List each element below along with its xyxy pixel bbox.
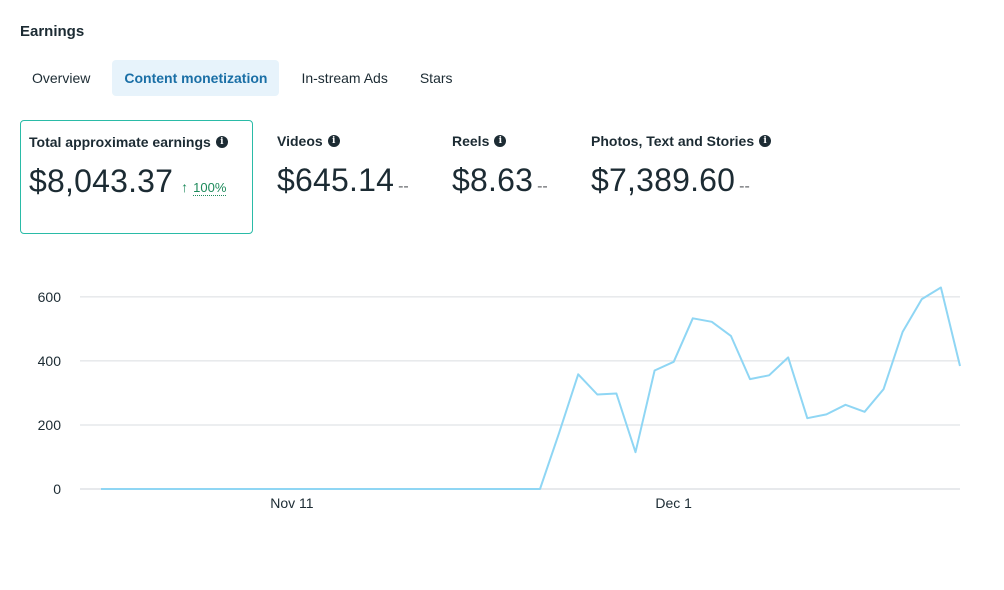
- metric-card-total[interactable]: Total approximate earnings i $8,043.37 ↑…: [20, 120, 253, 234]
- metric-change-placeholder: --: [537, 178, 548, 195]
- metric-value-reels: $8.63: [452, 162, 534, 198]
- data-point: [785, 354, 791, 360]
- arrow-up-icon: ↑: [181, 179, 189, 195]
- metric-value-videos: $645.14: [277, 162, 395, 198]
- metric-card-videos[interactable]: Videos i $645.14 --: [277, 120, 409, 234]
- trend-indicator: ↑ 100%: [181, 179, 227, 196]
- data-point: [213, 486, 219, 492]
- data-point: [766, 372, 772, 378]
- data-point: [232, 486, 238, 492]
- data-point: [499, 486, 505, 492]
- metric-value-total: $8,043.37: [29, 163, 174, 199]
- data-point: [251, 486, 257, 492]
- trend-percent[interactable]: 100%: [193, 180, 227, 196]
- data-point: [862, 409, 868, 415]
- data-point: [193, 486, 199, 492]
- metric-label-reels-text: Reels: [452, 133, 490, 149]
- data-point: [270, 486, 276, 492]
- data-point: [98, 486, 104, 492]
- metric-row-reels: $8.63 --: [452, 162, 548, 199]
- data-point: [346, 486, 352, 492]
- data-point: [919, 296, 925, 302]
- data-point: [117, 486, 123, 492]
- data-point: [384, 486, 390, 492]
- data-point: [632, 449, 638, 455]
- data-point: [690, 315, 696, 321]
- data-point: [537, 486, 543, 492]
- y-tick-label-200: 200: [38, 417, 62, 433]
- metric-label-photos: Photos, Text and Stories i: [591, 132, 772, 150]
- info-icon[interactable]: i: [759, 135, 772, 147]
- data-point: [365, 486, 371, 492]
- metric-change-placeholder: --: [398, 178, 409, 195]
- y-tick-label-600: 600: [38, 289, 62, 305]
- data-point: [938, 285, 944, 291]
- metric-row-photos: $7,389.60 --: [591, 162, 771, 199]
- tab-bar: Overview Content monetization In-stream …: [20, 60, 469, 96]
- data-point: [461, 486, 467, 492]
- metric-label-reels: Reels i: [452, 132, 548, 150]
- info-icon[interactable]: i: [215, 136, 228, 148]
- data-point: [613, 391, 619, 397]
- data-point: [174, 486, 180, 492]
- data-point: [823, 411, 829, 417]
- data-point: [556, 430, 562, 436]
- info-icon[interactable]: i: [494, 135, 507, 147]
- data-point: [403, 486, 409, 492]
- data-point: [518, 486, 524, 492]
- data-point: [442, 486, 448, 492]
- data-point: [804, 415, 810, 421]
- data-point: [709, 319, 715, 325]
- metric-card-reels[interactable]: Reels i $8.63 --: [452, 120, 548, 234]
- data-point: [308, 486, 314, 492]
- metric-label-photos-text: Photos, Text and Stories: [591, 133, 755, 149]
- data-point: [671, 359, 677, 365]
- metric-label-videos: Videos i: [277, 132, 409, 150]
- earnings-line-chart[interactable]: 0 200 400 600 Nov 11 Dec 1: [0, 260, 1004, 530]
- earnings-series-line: [101, 286, 961, 490]
- data-point: [155, 486, 161, 492]
- data-point: [652, 367, 658, 373]
- data-point: [289, 486, 295, 492]
- data-point: [423, 486, 429, 492]
- metric-label-videos-text: Videos: [277, 133, 323, 149]
- data-point: [900, 329, 906, 335]
- data-point: [327, 486, 333, 492]
- metric-row-videos: $645.14 --: [277, 162, 409, 199]
- y-tick-label-0: 0: [53, 481, 61, 497]
- info-icon[interactable]: i: [327, 135, 340, 147]
- data-point: [881, 386, 887, 392]
- x-tick-label-dec-1: Dec 1: [655, 495, 692, 511]
- data-point: [747, 376, 753, 382]
- x-tick-label-nov-11: Nov 11: [270, 495, 314, 511]
- tab-overview[interactable]: Overview: [32, 70, 91, 86]
- tab-in-stream-ads[interactable]: In-stream Ads: [301, 70, 388, 86]
- data-point: [575, 371, 581, 377]
- data-point: [594, 392, 600, 398]
- metric-label-total-text: Total approximate earnings: [29, 134, 211, 150]
- metric-row-total: $8,043.37 ↑ 100%: [29, 163, 244, 200]
- data-point: [842, 402, 848, 408]
- y-tick-label-400: 400: [38, 353, 62, 369]
- metric-label-total: Total approximate earnings i: [29, 133, 244, 151]
- data-point: [480, 486, 486, 492]
- tab-stars[interactable]: Stars: [419, 70, 453, 86]
- data-point: [957, 363, 963, 369]
- section-title: Earnings: [20, 23, 85, 40]
- tab-content-monetization[interactable]: Content monetization: [112, 60, 280, 96]
- metric-value-photos: $7,389.60: [591, 162, 736, 198]
- data-point: [136, 486, 142, 492]
- metric-change-placeholder: --: [739, 178, 750, 195]
- data-point: [728, 333, 734, 339]
- metric-card-photos[interactable]: Photos, Text and Stories i $7,389.60 --: [591, 120, 772, 234]
